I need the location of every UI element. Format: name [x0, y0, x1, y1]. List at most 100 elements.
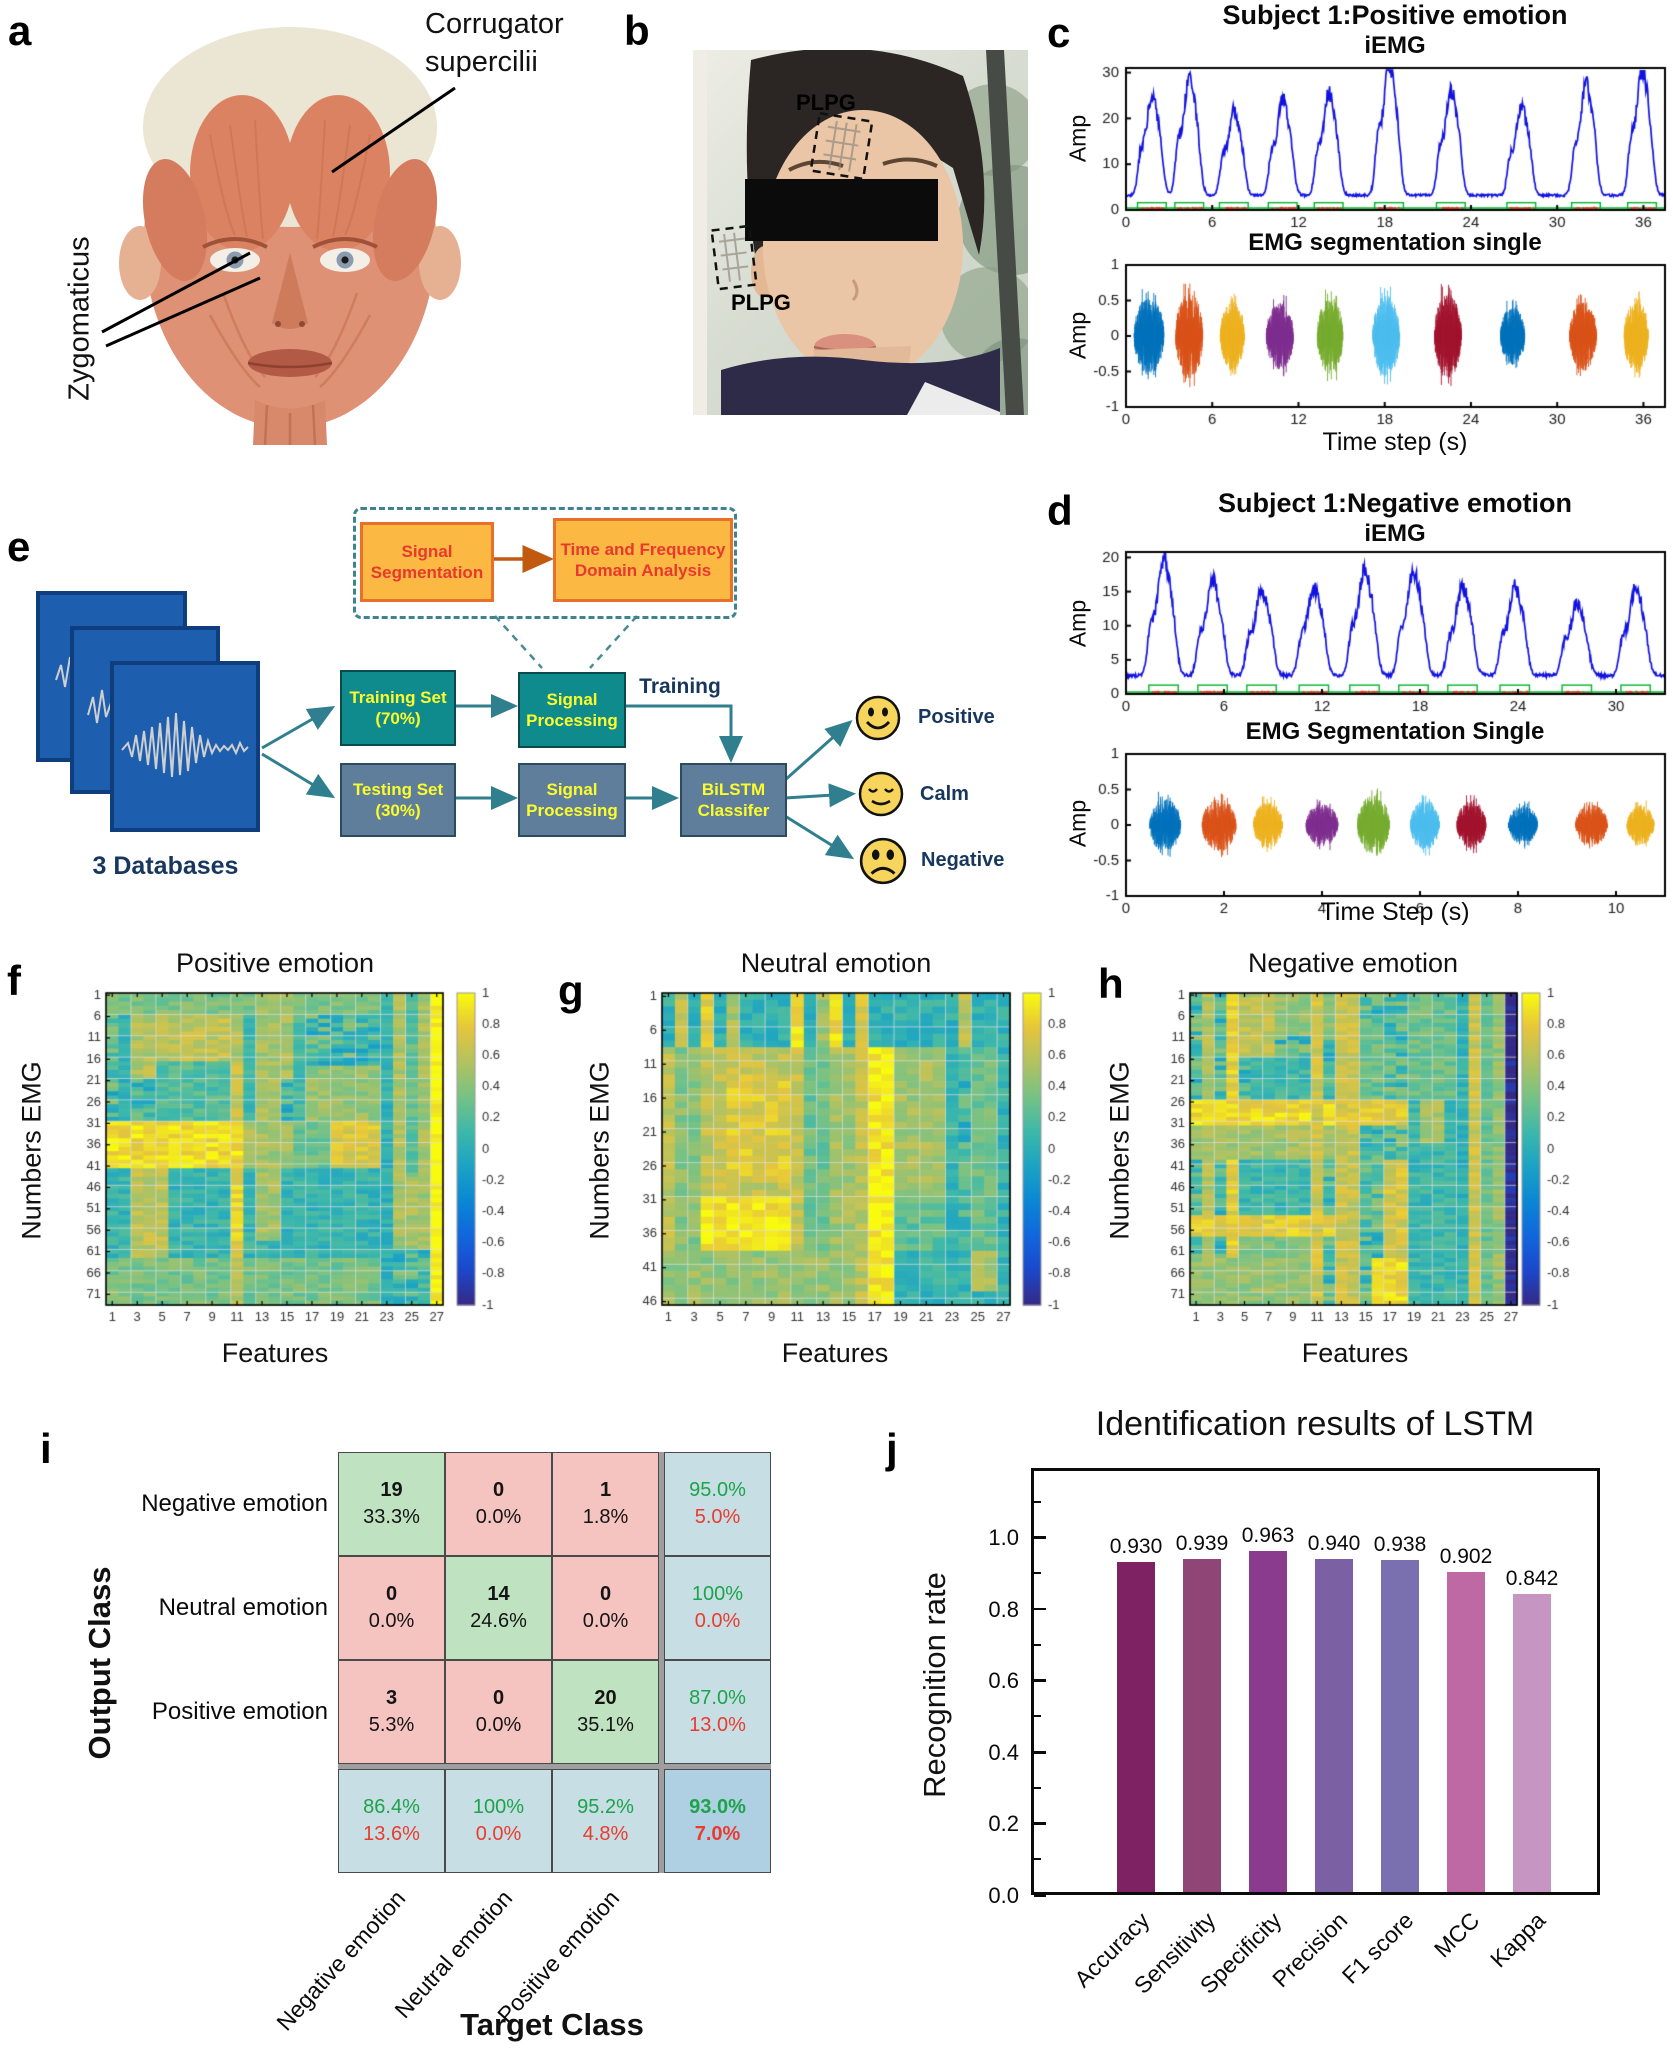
confusion-grid: 19 33.3% 0 0.0% 1 1.8% 95.0% 5.0% 0 0.0% 14 24.6% 0 0… [338, 1452, 771, 1873]
cell-value-1: 1 [599, 1479, 612, 1501]
y-major-tick [1034, 1536, 1046, 1539]
confusion-cell-r3c1: 100% 0.0% [445, 1769, 552, 1873]
databases-caption: 3 Databases [92, 852, 239, 880]
subject-photo-illustration [693, 50, 1028, 415]
testing-set-box: Testing Set (30%) [340, 763, 456, 837]
panel-anatomy: Corrugator supercilii Zygomaticus [0, 0, 640, 465]
row-label-neutral: Neutral emotion [158, 1594, 328, 1621]
bar-specificity [1249, 1550, 1287, 1892]
training-set-line2: (70%) [375, 709, 421, 728]
bar-value-label: 0.940 [1307, 1531, 1361, 1555]
y-minor-tick [1034, 1572, 1041, 1575]
panel-label-h: h [1098, 960, 1124, 1007]
y-minor-tick [1034, 1715, 1041, 1718]
y-minor-tick [1034, 1858, 1041, 1861]
panel-c-title: Subject 1:Positive emotion [1222, 0, 1568, 30]
bar-value-label: 0.902 [1439, 1545, 1493, 1569]
tf-analysis-line1: Time and Frequency [560, 539, 726, 559]
anatomy-annotation-lines [101, 86, 456, 348]
training-set-box: Training Set (70%) [340, 670, 456, 746]
panel-flowchart: 3 Databases Signal Segmentation Time and… [0, 470, 1050, 930]
signal-processing-test-box: Signal Processing [518, 763, 626, 837]
panel-heatmap-positive: Positive emotion Numbers EMG Features [0, 940, 555, 1372]
y-major-tick [1034, 1679, 1046, 1683]
panel-heatmap-negative: Negative emotion Numbers EMG Features [1085, 940, 1673, 1372]
confusion-cell-r0c2: 1 1.8% [552, 1452, 659, 1556]
testing-set-line1: Testing Set [352, 779, 444, 799]
panel-g-xlabel: Features [781, 1338, 889, 1368]
confusion-cell-r0c3: 95.0% 5.0% [664, 1452, 771, 1556]
panel-negative-emg: Subject 1:Negative emotion iEMG Amp EMG … [1030, 480, 1673, 930]
bar-precision [1315, 1558, 1353, 1892]
bar-chart-layer: 0.0 0.2 0.4 0.6 0.8 1.0 0.930 Accuracy 0.939 Sens… [875, 1395, 1673, 2070]
cell-value-2: 33.3% [363, 1506, 420, 1528]
panel-heatmap-neutral: Neutral emotion Numbers EMG Features [545, 940, 1080, 1372]
y-tick-label: 1.0 [988, 1525, 1019, 1551]
colorbar-negative [1520, 986, 1620, 1326]
bar-value-label: 0.939 [1175, 1532, 1229, 1556]
cell-value-1: 100% [472, 1796, 525, 1818]
panel-h-xlabel: Features [1301, 1338, 1409, 1368]
target-class-label: Target Class [460, 2007, 644, 2042]
cell-value-1: 93.0% [689, 1796, 746, 1818]
tf-analysis-line2: Domain Analysis [574, 561, 712, 580]
cell-value-1: 14 [487, 1583, 510, 1605]
bilstm-line1: BiLSTM [701, 779, 766, 799]
signal-processing-train-box: Signal Processing [518, 672, 626, 748]
iemg-positive-plot [1060, 48, 1673, 234]
cell-value-1: 100% [691, 1583, 744, 1605]
cell-value-1: 0 [385, 1583, 398, 1605]
y-tick-label: 0.8 [988, 1596, 1019, 1622]
y-minor-tick [1034, 1500, 1041, 1503]
y-major-tick [1034, 1607, 1046, 1611]
confusion-cell-r0c1: 0 0.0% [445, 1452, 552, 1556]
panel-label-a: a [8, 7, 32, 54]
confusion-cell-r0c0: 19 33.3% [338, 1452, 445, 1556]
row-label-positive: Positive emotion [151, 1698, 328, 1725]
sp-test-line1: Signal [546, 779, 598, 799]
output-calm-label: Calm [920, 783, 969, 805]
y-minor-tick [1034, 1643, 1041, 1646]
output-positive-label: Positive [918, 706, 995, 728]
sp-train-line1: Signal [546, 689, 598, 709]
segmentation-positive-plot [1060, 245, 1673, 431]
panel-label-d: d [1047, 487, 1073, 534]
cell-value-2: 0.0% [475, 1823, 522, 1845]
y-tick-label: 0.0 [988, 1883, 1019, 1908]
bar-chart-plot-area [1031, 1468, 1600, 1895]
panel-f-xlabel: Features [221, 1338, 329, 1368]
bar-value-label: 0.842 [1505, 1566, 1559, 1590]
panel-photo: PLPG PLPG [618, 0, 1048, 465]
cell-value-2: 0.0% [694, 1610, 741, 1632]
bar-mcc [1447, 1572, 1485, 1892]
corrugator-label: Corrugator supercilii [425, 8, 564, 78]
panel-g-ylabel: Numbers EMG [584, 1061, 615, 1240]
subject-photo: PLPG PLPG [693, 50, 1028, 415]
panel-confusion-matrix: Output Class 19 33.3% 0 0.0% 1 1.8% 95.0% 5.0% 0… [30, 1395, 840, 2070]
y-tick-label: 0.2 [988, 1811, 1019, 1837]
bilstm-classifier-box: BiLSTM Classifer [680, 763, 787, 837]
cell-value-1: 19 [380, 1479, 403, 1501]
cell-value-1: 87.0% [689, 1687, 746, 1709]
confusion-cell-r1c0: 0 0.0% [338, 1556, 445, 1660]
panel-f-ylabel: Numbers EMG [16, 1061, 47, 1240]
cell-value-1: 95.2% [577, 1796, 634, 1818]
bar-sensitivity [1183, 1559, 1221, 1892]
signal-segmentation-line1: Signal [401, 541, 453, 561]
segmentation-negative-plot [1060, 734, 1673, 920]
bilstm-line2: Classifer [697, 801, 770, 820]
y-tick-label: 0.4 [988, 1739, 1019, 1765]
panel-j-title: Identification results of LSTM [1095, 1405, 1535, 1443]
grid-separator-vertical [659, 1452, 664, 1873]
calm-smiley-icon [858, 771, 904, 817]
panel-d-xlabel: Time Step (s) [1320, 898, 1470, 926]
plpg-label-top: PLPG [796, 90, 856, 115]
cell-value-2: 24.6% [470, 1610, 527, 1632]
colorbar-positive [455, 986, 555, 1326]
panel-label-j: j [886, 1425, 898, 1472]
cell-value-2: 35.1% [577, 1714, 634, 1736]
panel-h-ylabel: Numbers EMG [1104, 1061, 1135, 1240]
bar-f1-score [1381, 1559, 1419, 1892]
y-major-tick [1034, 1894, 1046, 1897]
